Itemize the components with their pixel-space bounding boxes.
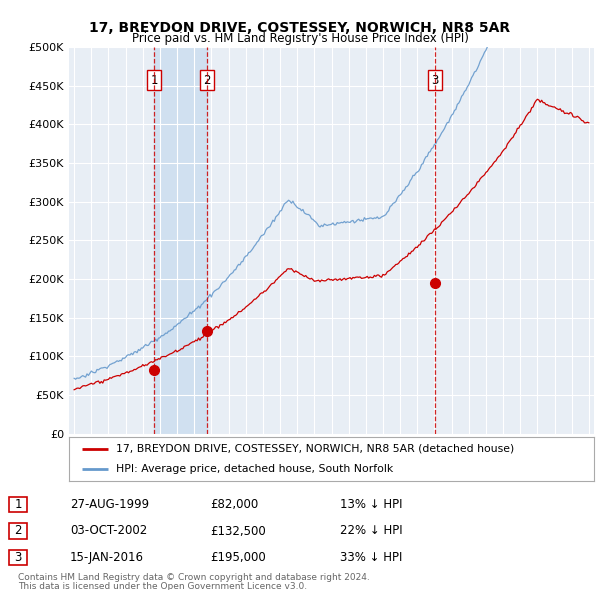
- Text: 3: 3: [14, 551, 22, 564]
- FancyBboxPatch shape: [9, 550, 27, 565]
- Text: 2: 2: [203, 74, 211, 87]
- Bar: [154, 47, 207, 434]
- Text: 3: 3: [431, 74, 439, 87]
- Text: 15-JAN-2016: 15-JAN-2016: [70, 551, 144, 564]
- Text: 17, BREYDON DRIVE, COSTESSEY, NORWICH, NR8 5AR: 17, BREYDON DRIVE, COSTESSEY, NORWICH, N…: [89, 21, 511, 35]
- Text: Price paid vs. HM Land Registry's House Price Index (HPI): Price paid vs. HM Land Registry's House …: [131, 32, 469, 45]
- Text: HPI: Average price, detached house, South Norfolk: HPI: Average price, detached house, Sout…: [116, 464, 394, 474]
- Text: Contains HM Land Registry data © Crown copyright and database right 2024.: Contains HM Land Registry data © Crown c…: [18, 573, 370, 582]
- Text: 03-OCT-2002: 03-OCT-2002: [70, 525, 147, 537]
- FancyBboxPatch shape: [9, 497, 27, 512]
- Text: 2: 2: [14, 525, 22, 537]
- Text: 1: 1: [150, 74, 158, 87]
- Text: 17, BREYDON DRIVE, COSTESSEY, NORWICH, NR8 5AR (detached house): 17, BREYDON DRIVE, COSTESSEY, NORWICH, N…: [116, 444, 515, 454]
- Text: This data is licensed under the Open Government Licence v3.0.: This data is licensed under the Open Gov…: [18, 582, 307, 590]
- Text: 13% ↓ HPI: 13% ↓ HPI: [340, 498, 403, 511]
- Text: £132,500: £132,500: [210, 525, 266, 537]
- Text: 22% ↓ HPI: 22% ↓ HPI: [340, 525, 403, 537]
- FancyBboxPatch shape: [9, 523, 27, 539]
- Text: £82,000: £82,000: [210, 498, 258, 511]
- Text: 1: 1: [14, 498, 22, 511]
- Text: £195,000: £195,000: [210, 551, 266, 564]
- Text: 27-AUG-1999: 27-AUG-1999: [70, 498, 149, 511]
- Text: 33% ↓ HPI: 33% ↓ HPI: [340, 551, 403, 564]
